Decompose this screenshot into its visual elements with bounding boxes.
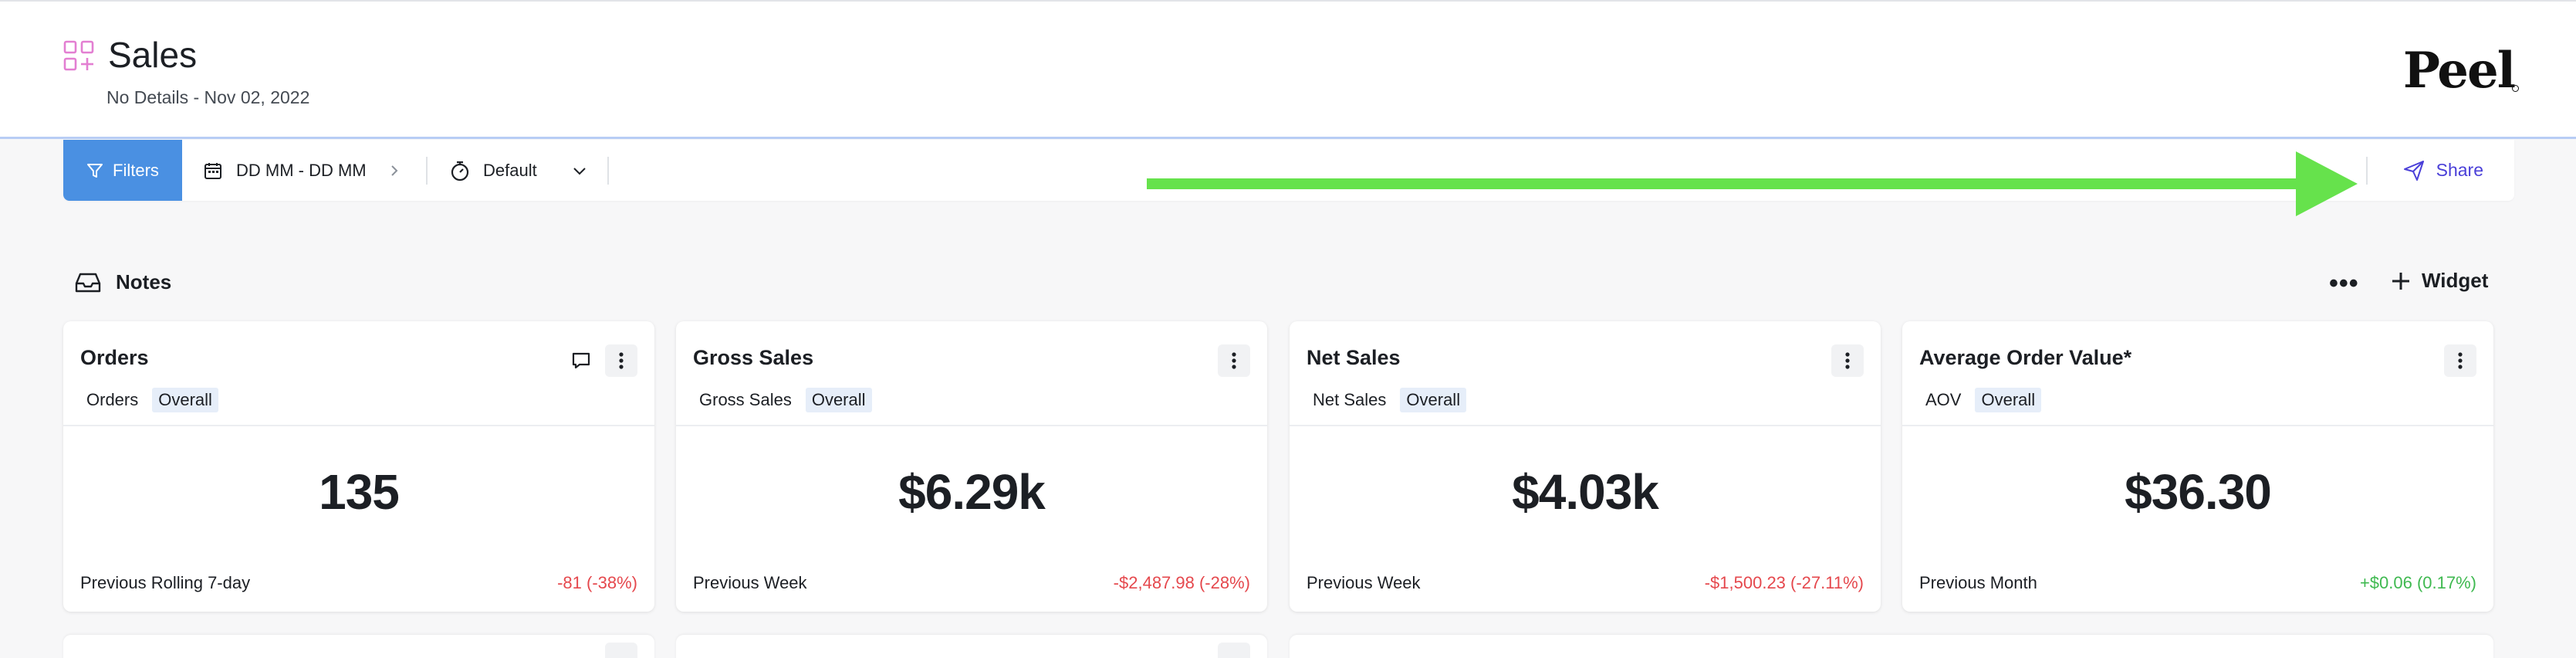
card-menu-button[interactable]: [2444, 344, 2476, 377]
metric-card-orders: Orders Orders Overall 135 Previous Rolli…: [63, 321, 654, 612]
inbox-icon: [75, 273, 101, 292]
toolbar-divider: [607, 157, 609, 185]
scope-tag: Overall: [1975, 388, 2042, 412]
card-title: Gross Sales: [693, 346, 814, 369]
metric-delta: -$2,487.98 (-28%): [1113, 573, 1250, 592]
stopwatch-icon: [451, 161, 469, 181]
chevron-down-icon: [573, 167, 586, 175]
metric-delta: -81 (-38%): [557, 573, 637, 592]
page-title: Sales: [108, 35, 198, 75]
metric-tag: AOV: [1925, 390, 1962, 409]
card-menu-button[interactable]: [605, 643, 637, 658]
share-label: Share: [2436, 160, 2483, 180]
filter-toolbar: Filters DD MM - DD MM Default: [63, 140, 2514, 201]
metric-card-average-order-value: Average Order Value* AOV Overall $36.30 …: [1902, 321, 2493, 612]
comparison-period: Previous Rolling 7-day: [80, 573, 251, 592]
card-menu-button[interactable]: [1831, 344, 1864, 377]
brand-logo[interactable]: Peel: [2402, 42, 2516, 100]
card-title: Average Order Value*: [1919, 346, 2132, 369]
metric-card-partial: [1290, 635, 2493, 658]
filters-button[interactable]: Filters: [63, 140, 182, 201]
add-widget-label: Widget: [2422, 269, 2489, 292]
metric-card-gross-sales: Gross Sales Gross Sales Overall $6.29k P…: [676, 321, 1267, 612]
scope-tag: Overall: [152, 388, 218, 412]
comment-icon: [572, 352, 590, 369]
annotation-arrow-head: [2296, 151, 2358, 216]
metric-tag: Net Sales: [1313, 390, 1387, 409]
card-menu-button[interactable]: [605, 344, 637, 377]
add-widget-button[interactable]: Widget: [2391, 269, 2488, 293]
comparison-period: Previous Month: [1919, 573, 2037, 592]
metric-value: 135: [319, 464, 400, 520]
date-range-picker[interactable]: DD MM - DD MM: [204, 140, 401, 201]
filters-label: Filters: [113, 160, 159, 180]
metric-delta: -$1,500.23 (-27.11%): [1704, 573, 1864, 592]
calendar-icon: [205, 162, 221, 179]
card-menu-button[interactable]: [1218, 344, 1250, 377]
scope-tag: Overall: [805, 388, 872, 412]
send-icon: [2403, 160, 2424, 181]
card-title: Orders: [80, 346, 149, 369]
notes-toggle[interactable]: Notes: [74, 270, 171, 294]
plus-icon: [2392, 272, 2409, 290]
card-title: Net Sales: [1307, 346, 1401, 369]
card-menu-button[interactable]: [1218, 643, 1250, 658]
kebab-menu-icon: [619, 352, 624, 369]
comparison-select[interactable]: Default: [449, 140, 588, 201]
comparison-select-value: Default: [483, 160, 537, 180]
kebab-menu-icon: [1232, 352, 1236, 369]
metric-card-partial: [63, 635, 654, 658]
metric-tag: Orders: [86, 390, 139, 409]
metric-tag: Gross Sales: [699, 390, 792, 409]
widgets-add-icon: [63, 40, 94, 71]
notes-label: Notes: [116, 270, 172, 293]
more-options-button[interactable]: •••: [2329, 269, 2359, 298]
toolbar-divider: [2366, 157, 2368, 185]
scope-tag: Overall: [1400, 388, 1467, 412]
kebab-menu-icon: [1845, 352, 1850, 369]
metric-delta: +$0.06 (0.17%): [2359, 573, 2476, 592]
share-button[interactable]: Share: [2402, 140, 2483, 201]
comparison-period: Previous Week: [1307, 573, 1421, 592]
card-divider: [1290, 425, 1881, 426]
page-subtitle: No Details - Nov 02, 2022: [106, 87, 310, 107]
page-header: Sales No Details - Nov 02, 2022 Peel: [0, 0, 2576, 139]
card-divider: [63, 425, 654, 426]
metric-value: $4.03k: [1512, 464, 1659, 520]
card-divider: [1902, 425, 2493, 426]
metric-card-net-sales: Net Sales Net Sales Overall $4.03k Previ…: [1290, 321, 1881, 612]
comparison-period: Previous Week: [693, 573, 807, 592]
card-divider: [676, 425, 1267, 426]
metric-value: $6.29k: [898, 464, 1046, 520]
brand-mark: [2512, 85, 2519, 92]
chevron-right-icon: [390, 164, 398, 176]
filter-icon: [87, 163, 103, 178]
kebab-menu-icon: [2458, 352, 2463, 369]
toolbar-divider: [426, 157, 428, 185]
comment-button[interactable]: [565, 344, 597, 377]
metric-value: $36.30: [2125, 464, 2272, 520]
metric-card-partial: [676, 635, 1267, 658]
annotation-arrow-shaft: [1147, 178, 2304, 189]
date-range-value: DD MM - DD MM: [236, 160, 367, 180]
